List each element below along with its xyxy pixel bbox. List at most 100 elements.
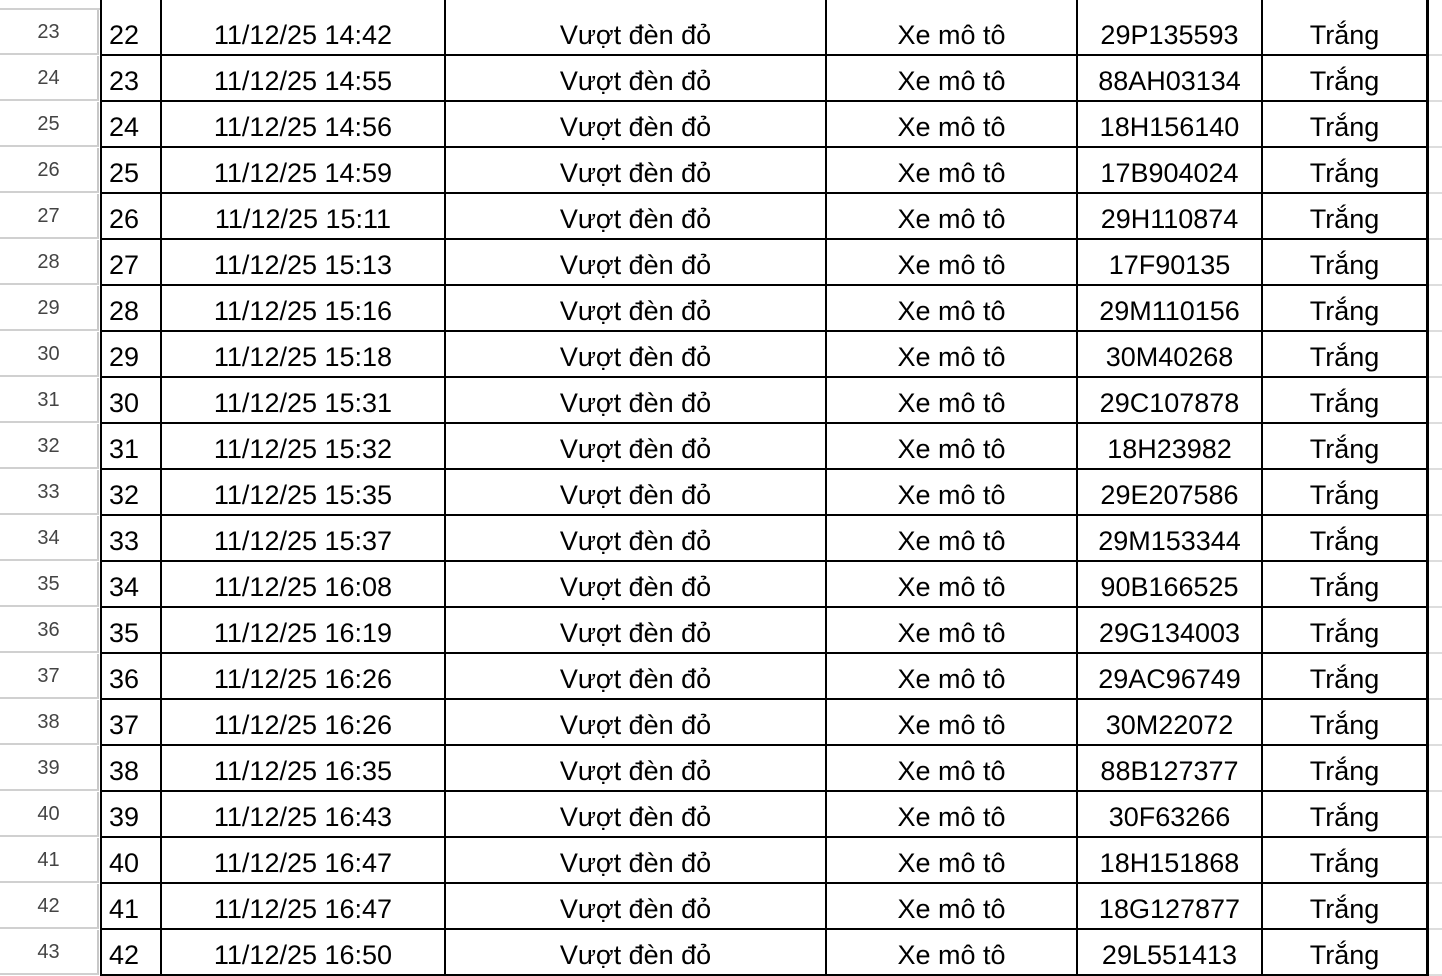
cell-violation[interactable]: Vượt đèn đỏ [446, 102, 827, 148]
cell-plate[interactable]: 18H156140 [1078, 102, 1263, 148]
cell-plate[interactable]: 88AH03134 [1078, 56, 1263, 102]
cell-violation[interactable]: Vượt đèn đỏ [446, 332, 827, 378]
cell-time[interactable]: 11/12/25 15:32 [162, 424, 446, 470]
cell-stt[interactable]: 32 [100, 470, 162, 516]
cell-time[interactable]: 11/12/25 15:18 [162, 332, 446, 378]
cell-vehicle[interactable]: Xe mô tô [827, 102, 1078, 148]
cell-violation[interactable]: Vượt đèn đỏ [446, 884, 827, 930]
cell-time[interactable]: 11/12/25 15:37 [162, 516, 446, 562]
row-header[interactable]: 43 [0, 930, 99, 975]
cell-color[interactable]: Trắng [1263, 654, 1429, 700]
cell-stt[interactable]: 39 [100, 792, 162, 838]
empty-cell[interactable] [1429, 424, 1442, 470]
cell-time[interactable]: 11/12/25 16:43 [162, 792, 446, 838]
cell-violation[interactable]: Vượt đèn đỏ [446, 700, 827, 746]
cell-violation[interactable]: Vượt đèn đỏ [446, 746, 827, 792]
cell-violation[interactable]: Vượt đèn đỏ [446, 562, 827, 608]
cell-plate[interactable]: 30M22072 [1078, 700, 1263, 746]
empty-cell[interactable] [1429, 240, 1442, 286]
cell-time[interactable]: 11/12/25 16:50 [162, 930, 446, 976]
empty-cell[interactable] [1429, 700, 1442, 746]
cell-color[interactable]: Trắng [1263, 286, 1429, 332]
row-header[interactable]: 27 [0, 194, 99, 239]
cell-color[interactable]: Trắng [1263, 10, 1429, 56]
empty-cell[interactable] [1429, 194, 1442, 240]
cell-color[interactable]: Trắng [1263, 470, 1429, 516]
cell-stt[interactable]: 38 [100, 746, 162, 792]
cell-color[interactable]: Trắng [1263, 332, 1429, 378]
cell-time[interactable]: 11/12/25 16:26 [162, 654, 446, 700]
empty-cell[interactable] [1429, 608, 1442, 654]
cell-violation[interactable]: Vượt đèn đỏ [446, 516, 827, 562]
row-header[interactable]: 40 [0, 792, 99, 837]
cell-violation[interactable]: Vượt đèn đỏ [446, 838, 827, 884]
cell-plate[interactable]: 29C107878 [1078, 378, 1263, 424]
cell-stt[interactable]: 36 [100, 654, 162, 700]
cell-violation[interactable]: Vượt đèn đỏ [446, 930, 827, 976]
cell-plate[interactable]: 29G134003 [1078, 608, 1263, 654]
cell-plate[interactable]: 29L551413 [1078, 930, 1263, 976]
cell-color[interactable]: Trắng [1263, 792, 1429, 838]
cell-plate[interactable]: 30F63266 [1078, 792, 1263, 838]
cell-stt[interactable]: 35 [100, 608, 162, 654]
cell-plate[interactable]: 29M153344 [1078, 516, 1263, 562]
cell-violation[interactable]: Vượt đèn đỏ [446, 194, 827, 240]
cell-color[interactable]: Trắng [1263, 378, 1429, 424]
row-header[interactable]: 36 [0, 608, 99, 653]
cell-plate[interactable]: 88B127377 [1078, 746, 1263, 792]
cell-vehicle[interactable]: Xe mô tô [827, 56, 1078, 102]
cell-vehicle[interactable]: Xe mô tô [827, 838, 1078, 884]
cell-stt[interactable]: 24 [100, 102, 162, 148]
empty-cell[interactable] [1429, 792, 1442, 838]
cell-stt[interactable]: 41 [100, 884, 162, 930]
cell-vehicle[interactable]: Xe mô tô [827, 470, 1078, 516]
cell-plate[interactable]: 29AC96749 [1078, 654, 1263, 700]
row-header[interactable]: 32 [0, 424, 99, 469]
row-header[interactable]: 39 [0, 746, 99, 791]
cell-vehicle[interactable]: Xe mô tô [827, 884, 1078, 930]
cell-stt[interactable]: 28 [100, 286, 162, 332]
empty-cell[interactable] [1429, 56, 1442, 102]
cell-stt[interactable]: 33 [100, 516, 162, 562]
cell-stt[interactable]: 26 [100, 194, 162, 240]
empty-cell[interactable] [1429, 286, 1442, 332]
cell-color[interactable]: Trắng [1263, 194, 1429, 240]
cell-plate[interactable]: 29M110156 [1078, 286, 1263, 332]
cell-vehicle[interactable]: Xe mô tô [827, 516, 1078, 562]
cell-color[interactable]: Trắng [1263, 148, 1429, 194]
cell-time[interactable]: 11/12/25 15:16 [162, 286, 446, 332]
row-header[interactable]: 29 [0, 286, 99, 331]
cell-vehicle[interactable]: Xe mô tô [827, 930, 1078, 976]
cell-stt[interactable]: 40 [100, 838, 162, 884]
empty-cell[interactable] [1429, 102, 1442, 148]
cell-violation[interactable]: Vượt đèn đỏ [446, 56, 827, 102]
cell-plate[interactable]: 29H110874 [1078, 194, 1263, 240]
cell-time[interactable]: 11/12/25 15:13 [162, 240, 446, 286]
row-header[interactable]: 23 [0, 10, 99, 55]
cell-vehicle[interactable]: Xe mô tô [827, 10, 1078, 56]
row-header[interactable]: 38 [0, 700, 99, 745]
cell-violation[interactable]: Vượt đèn đỏ [446, 608, 827, 654]
empty-cell[interactable] [1429, 516, 1442, 562]
cell-plate[interactable]: 18G127877 [1078, 884, 1263, 930]
cell-time[interactable]: 11/12/25 16:19 [162, 608, 446, 654]
cell-color[interactable]: Trắng [1263, 700, 1429, 746]
row-header[interactable]: 25 [0, 102, 99, 147]
cell-plate[interactable]: 30M40268 [1078, 332, 1263, 378]
row-header[interactable]: 34 [0, 516, 99, 561]
cell-time[interactable]: 11/12/25 14:59 [162, 148, 446, 194]
cell-plate[interactable]: 18H151868 [1078, 838, 1263, 884]
cell-violation[interactable]: Vượt đèn đỏ [446, 240, 827, 286]
cell-vehicle[interactable]: Xe mô tô [827, 792, 1078, 838]
cell-violation[interactable]: Vượt đèn đỏ [446, 148, 827, 194]
row-header[interactable]: 28 [0, 240, 99, 285]
cell-violation[interactable]: Vượt đèn đỏ [446, 286, 827, 332]
cell-color[interactable]: Trắng [1263, 424, 1429, 470]
empty-cell[interactable] [1429, 470, 1442, 516]
row-header[interactable]: 35 [0, 562, 99, 607]
empty-cell[interactable] [1429, 884, 1442, 930]
cell-color[interactable]: Trắng [1263, 102, 1429, 148]
cell-time[interactable]: 11/12/25 16:26 [162, 700, 446, 746]
cell-time[interactable]: 11/12/25 14:55 [162, 56, 446, 102]
cell-stt[interactable]: 29 [100, 332, 162, 378]
